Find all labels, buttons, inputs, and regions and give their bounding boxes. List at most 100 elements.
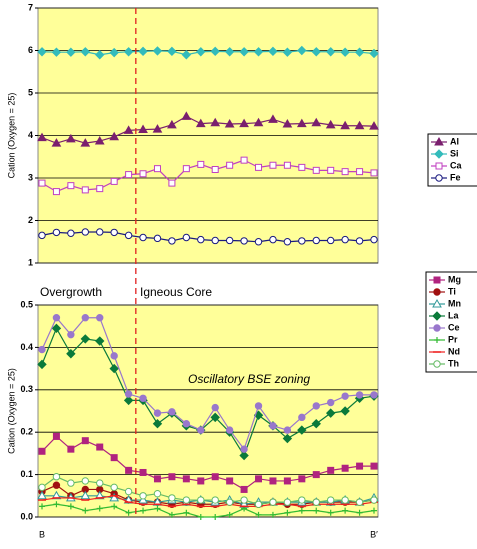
data-point	[67, 182, 75, 190]
y-axis-label: Cation (Oxygen = 25)	[6, 368, 16, 454]
data-point	[80, 334, 91, 344]
data-point	[95, 50, 105, 60]
data-point	[140, 507, 147, 514]
data-point	[211, 236, 219, 245]
legend-label: La	[448, 310, 459, 320]
data-point	[298, 413, 306, 422]
data-point	[53, 501, 60, 508]
legend-label: Fe	[450, 172, 461, 182]
data-point	[371, 507, 377, 514]
data-point	[168, 179, 176, 187]
data-point	[240, 237, 248, 245]
y-tick-label: 1	[28, 257, 33, 267]
data-point	[110, 454, 118, 462]
y-tick-label: 4	[28, 130, 33, 140]
y-tick-label: 7	[28, 2, 33, 12]
data-point	[240, 156, 248, 164]
data-point	[327, 166, 335, 174]
legend-label: Mg	[448, 274, 461, 284]
data-point	[298, 237, 306, 245]
y-tick-label: 0.2	[20, 427, 33, 437]
data-point	[81, 437, 89, 445]
data-point	[139, 170, 147, 178]
data-point	[268, 114, 278, 123]
data-point	[370, 391, 378, 399]
legend-label: Si	[450, 148, 459, 158]
data-point	[225, 426, 234, 434]
data-point	[37, 47, 47, 57]
data-point	[52, 473, 61, 481]
data-point	[195, 118, 206, 128]
data-point	[182, 165, 190, 173]
legend-marker	[433, 288, 441, 296]
legend-marker	[434, 136, 444, 146]
data-point	[81, 228, 90, 236]
y-tick-label: 0.3	[20, 384, 33, 394]
data-point	[39, 503, 45, 510]
data-point	[240, 496, 248, 504]
data-point	[369, 48, 379, 59]
y-tick-label: 0.4	[20, 342, 33, 352]
data-point	[297, 425, 307, 435]
legend-label: Ca	[450, 160, 462, 170]
data-point	[153, 475, 161, 483]
data-point	[168, 473, 176, 481]
data-point	[325, 47, 336, 57]
legend-label: Pr	[448, 334, 458, 344]
data-point	[254, 500, 263, 508]
data-point	[312, 471, 320, 479]
data-point	[111, 503, 118, 510]
data-point	[123, 47, 134, 57]
data-point	[138, 495, 148, 504]
data-point	[356, 462, 364, 470]
data-point	[123, 395, 134, 406]
data-point	[182, 475, 190, 483]
data-point	[312, 498, 320, 506]
data-point	[341, 464, 349, 472]
data-point	[210, 46, 220, 57]
data-point	[80, 138, 91, 147]
data-point	[370, 169, 378, 177]
data-point	[96, 185, 104, 193]
data-point	[153, 234, 162, 243]
data-point	[67, 229, 75, 237]
data-point	[96, 479, 104, 487]
legend-label: Al	[450, 136, 459, 146]
data-point	[51, 47, 62, 57]
data-point	[269, 477, 277, 485]
legend-label: Th	[448, 358, 459, 368]
data-point	[210, 117, 221, 127]
data-point	[153, 409, 162, 417]
data-point	[196, 47, 206, 57]
data-point	[298, 475, 306, 483]
plot-area	[37, 304, 379, 518]
data-point	[125, 171, 133, 179]
data-point	[94, 136, 105, 145]
data-point	[52, 188, 60, 196]
data-point	[37, 490, 47, 500]
data-point	[197, 514, 204, 520]
legend-marker	[433, 276, 441, 284]
data-point	[311, 419, 321, 429]
legend-label: Ce	[448, 322, 460, 332]
data-point	[153, 489, 162, 498]
data-point	[268, 46, 278, 57]
data-point	[254, 238, 263, 246]
data-point	[38, 447, 46, 455]
data-point	[298, 496, 306, 504]
data-point	[152, 124, 163, 133]
data-point	[181, 50, 192, 60]
data-point	[211, 473, 219, 481]
data-point	[298, 163, 306, 171]
data-point	[253, 47, 264, 57]
data-point	[152, 419, 163, 429]
data-point	[168, 494, 176, 502]
data-point	[51, 323, 62, 334]
data-point	[226, 511, 233, 518]
legend-marker	[433, 324, 441, 332]
data-point	[167, 46, 177, 57]
y-tick-label: 5	[28, 87, 33, 97]
data-point	[182, 420, 191, 428]
data-point	[153, 165, 161, 173]
